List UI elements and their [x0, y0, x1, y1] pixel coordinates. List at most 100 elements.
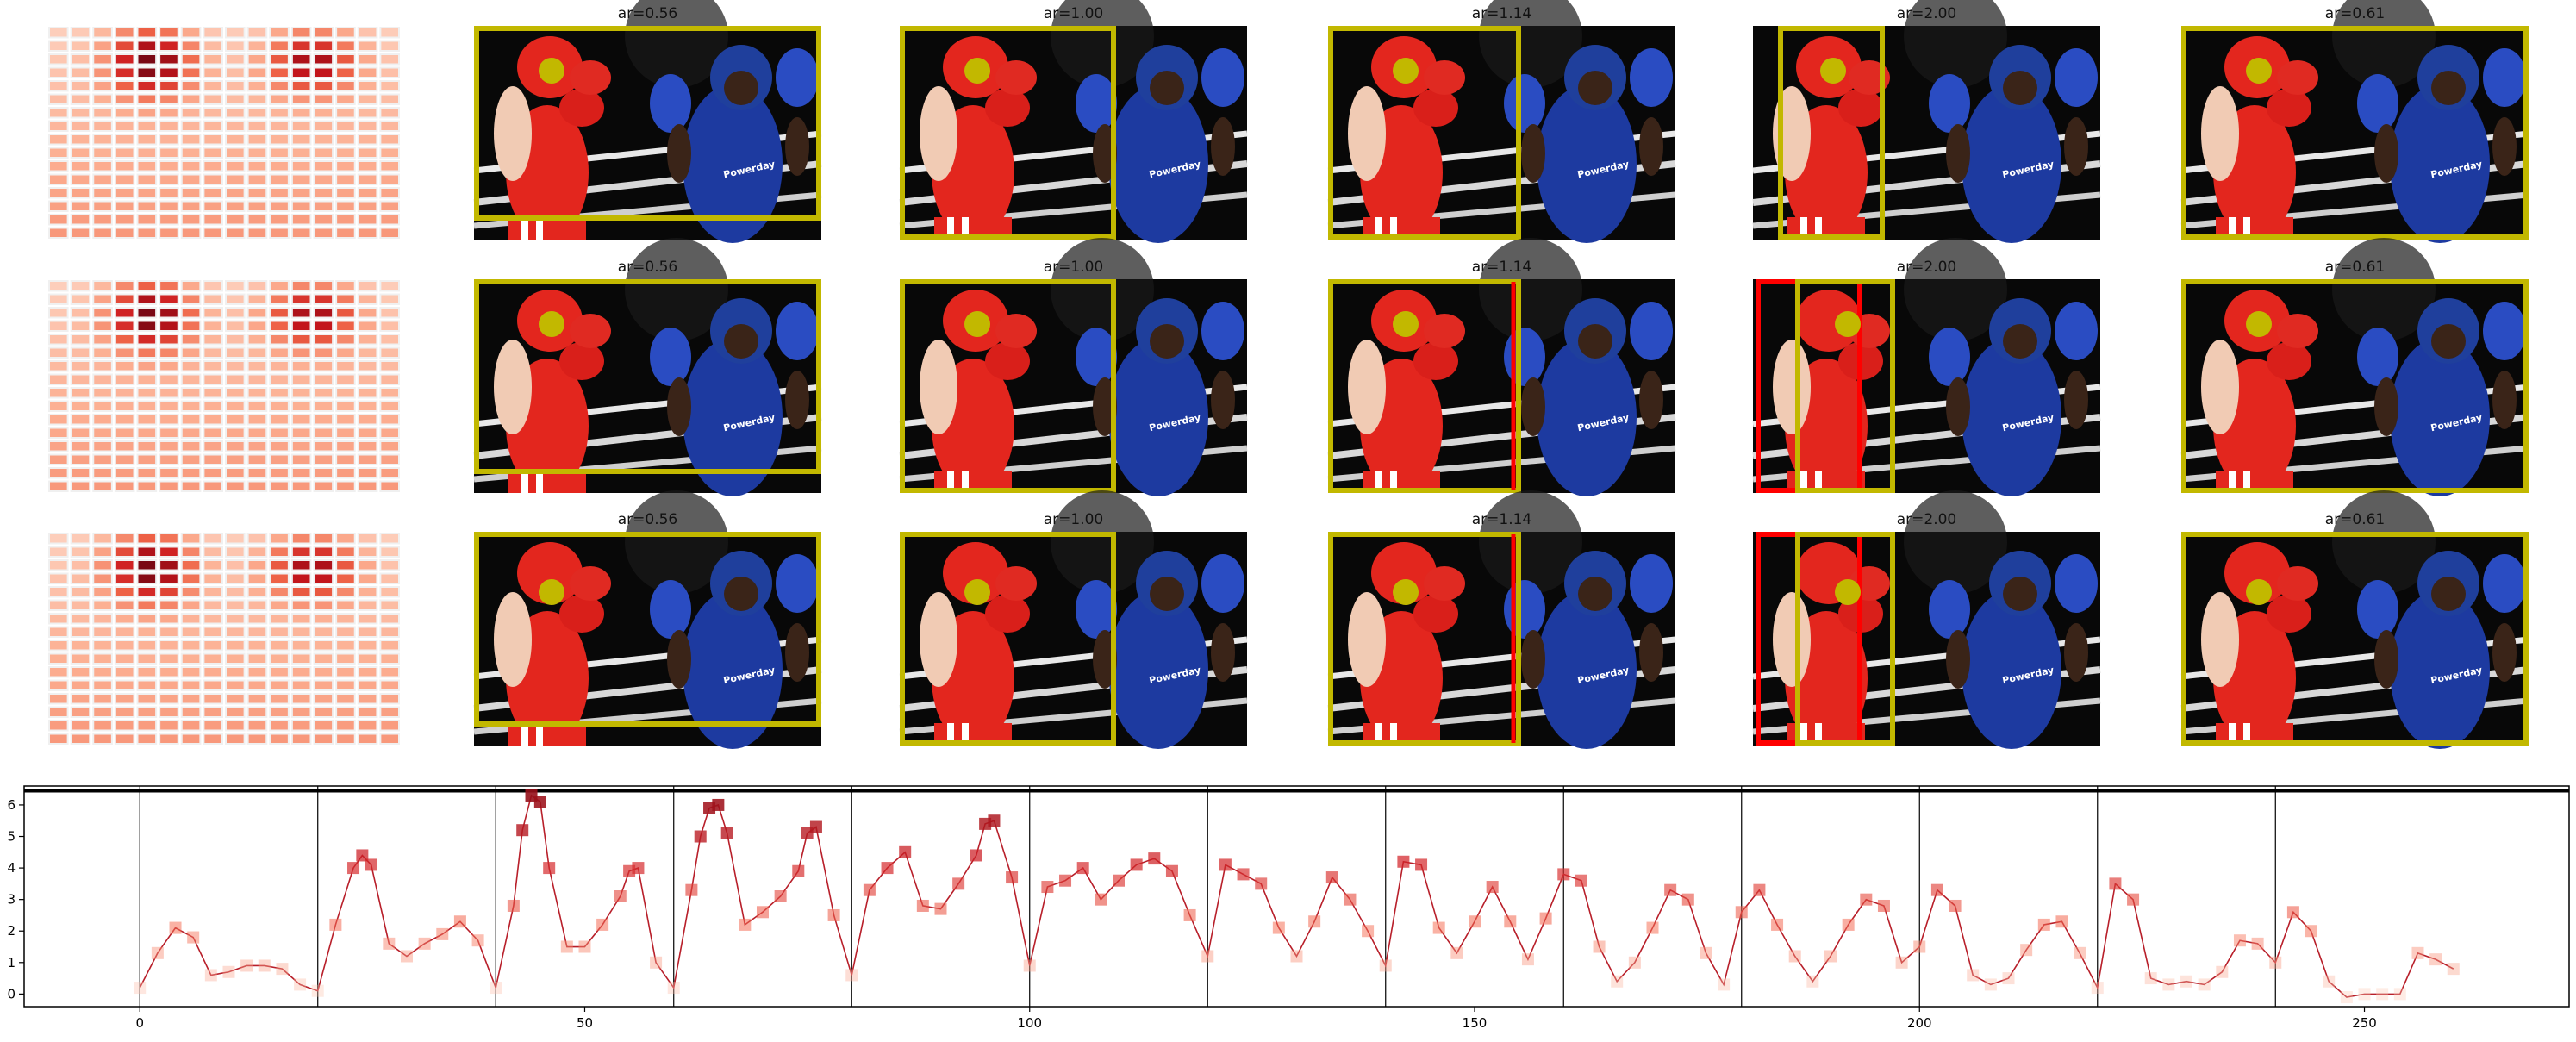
- crop-box: [900, 279, 1116, 493]
- data-point: [1432, 921, 1445, 934]
- data-point: [1272, 921, 1285, 934]
- data-point: [2358, 988, 2371, 1001]
- data-point: [578, 940, 591, 953]
- y-tick-label: 5: [7, 829, 16, 845]
- data-point: [276, 963, 289, 976]
- data-point: [970, 849, 982, 862]
- panel-title: ar=0.61: [2325, 511, 2386, 528]
- data-point: [1949, 899, 1962, 912]
- data-point: [1646, 921, 1659, 934]
- focus-point: [1393, 58, 1419, 84]
- data-point: [1860, 893, 1873, 906]
- data-point: [2251, 937, 2264, 950]
- data-point: [2447, 963, 2460, 976]
- data-point: [222, 965, 235, 978]
- data-point: [614, 890, 627, 902]
- data-point: [650, 956, 663, 969]
- crop-panel-r3-c5: ar=0.61: [2181, 490, 2529, 749]
- focus-point: [2246, 58, 2272, 84]
- panel-title: ar=1.14: [1472, 5, 1532, 22]
- data-point: [1095, 893, 1107, 906]
- data-point: [1877, 899, 1890, 912]
- data-point: [1290, 950, 1303, 963]
- data-point: [1076, 862, 1089, 875]
- data-point: [881, 862, 894, 875]
- heatmap-3: [48, 533, 400, 745]
- data-point: [2002, 972, 2015, 985]
- heatmap-2: [48, 280, 400, 492]
- crop-panel-r3-c3: ar=1.14: [1328, 490, 1675, 749]
- focus-point: [964, 311, 990, 337]
- focus-point: [2246, 579, 2272, 605]
- data-point: [2074, 946, 2086, 959]
- crop-panel-r1-c2: ar=1.00: [900, 0, 1247, 243]
- data-point: [418, 937, 431, 950]
- data-point: [1255, 877, 1268, 890]
- data-point: [258, 959, 271, 972]
- data-point: [1325, 871, 1338, 884]
- data-point: [2020, 944, 2033, 957]
- data-point: [2144, 972, 2157, 985]
- data-point: [471, 934, 484, 947]
- crop-panel-r2-c4: ar=2.00: [1753, 238, 2100, 496]
- data-point: [311, 984, 324, 997]
- focus-point: [1835, 579, 1861, 605]
- data-point: [1700, 946, 1712, 959]
- data-point: [2286, 906, 2299, 919]
- focus-point: [964, 579, 990, 605]
- data-point: [1753, 883, 1766, 896]
- data-point: [720, 827, 733, 839]
- panel-title: ar=0.61: [2325, 259, 2386, 276]
- focus-point: [1393, 311, 1419, 337]
- data-point: [2429, 953, 2442, 966]
- crop-box: [1328, 279, 1521, 493]
- data-point: [667, 982, 680, 995]
- data-point: [2127, 893, 2140, 906]
- data-point: [1895, 956, 1908, 969]
- data-point: [365, 858, 377, 871]
- data-point: [560, 940, 573, 953]
- crop-panel-r2-c1: ar=0.56: [474, 238, 821, 496]
- y-tick-label: 4: [7, 860, 16, 876]
- data-point: [934, 902, 947, 915]
- data-point: [533, 796, 546, 808]
- panel-title: ar=1.00: [1044, 259, 1104, 276]
- data-point: [1148, 852, 1161, 865]
- data-point: [632, 862, 645, 875]
- data-point: [356, 849, 369, 862]
- panel-title: ar=2.00: [1897, 5, 1957, 22]
- y-tick-label: 2: [7, 923, 16, 939]
- y-tick-label: 0: [7, 986, 16, 1001]
- data-point: [2269, 956, 2282, 969]
- data-point: [596, 918, 609, 931]
- data-point: [827, 908, 840, 921]
- data-point: [1450, 946, 1463, 959]
- data-point: [436, 927, 449, 940]
- data-point: [1593, 940, 1606, 953]
- data-point: [1237, 868, 1250, 881]
- focus-point: [539, 58, 564, 84]
- panel-title: ar=0.56: [618, 5, 678, 22]
- crop-box: [1795, 532, 1895, 746]
- y-tick-label: 3: [7, 892, 16, 908]
- data-point: [1788, 950, 1801, 963]
- data-point: [809, 820, 822, 833]
- x-tick-label: 250: [2352, 1015, 2377, 1031]
- panel-title: ar=0.56: [618, 511, 678, 528]
- data-point: [1842, 918, 1855, 931]
- crop-panel-r1-c4: ar=2.00: [1753, 0, 2100, 243]
- focus-point: [1835, 311, 1861, 337]
- data-point: [1539, 912, 1552, 925]
- data-point: [1575, 874, 1587, 887]
- data-point: [2376, 988, 2389, 1001]
- data-point: [2109, 877, 2122, 890]
- data-point: [1557, 868, 1570, 881]
- heatmap-1: [48, 27, 400, 239]
- crop-box: [1778, 26, 1885, 240]
- x-tick-label: 150: [1463, 1015, 1488, 1031]
- data-point: [1824, 950, 1837, 963]
- data-point: [2091, 982, 2104, 995]
- data-point: [1023, 959, 1036, 972]
- y-tick-label: 6: [7, 797, 16, 813]
- crop-panel-r3-c2: ar=1.00: [900, 490, 1247, 749]
